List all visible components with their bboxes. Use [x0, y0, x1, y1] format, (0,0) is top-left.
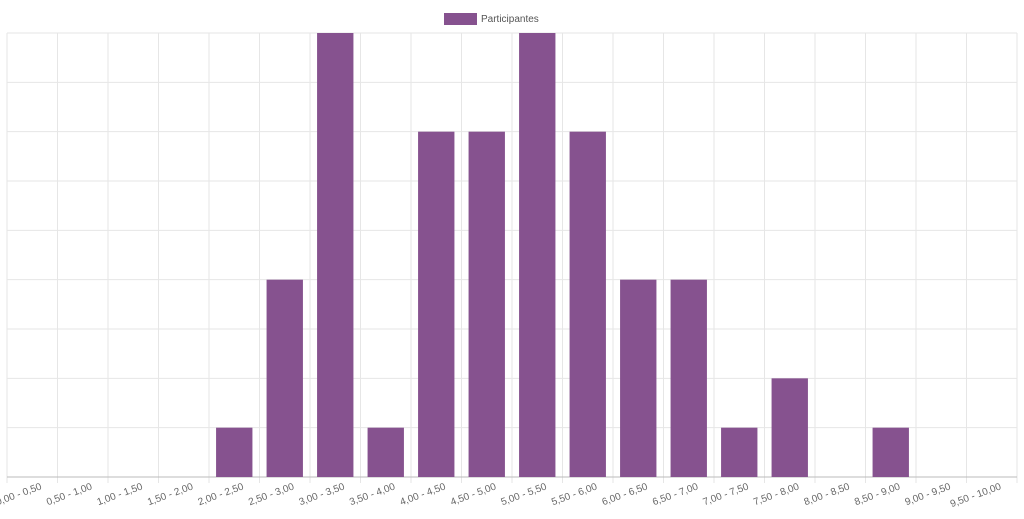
- x-tick-label: 1,50 - 2,00: [146, 481, 195, 508]
- bar: [317, 33, 354, 477]
- bar: [519, 33, 556, 477]
- bar: [367, 427, 404, 477]
- x-tick-label: 4,00 - 4,50: [399, 481, 448, 508]
- bar: [468, 131, 505, 477]
- x-tick-label: 0,00 - 0,50: [0, 481, 44, 508]
- bar: [872, 427, 909, 477]
- x-tick-label: 5,50 - 6,00: [550, 481, 599, 508]
- x-tick-label: 3,50 - 4,00: [348, 481, 397, 508]
- bar: [670, 279, 707, 477]
- bar: [266, 279, 303, 477]
- x-tick-label: 9,50 - 10,00: [949, 481, 1003, 510]
- bar: [620, 279, 657, 477]
- x-tick-label: 6,00 - 6,50: [601, 481, 650, 508]
- bar: [569, 131, 606, 477]
- bar: [721, 427, 758, 477]
- x-tick-label: 2,00 - 2,50: [197, 481, 246, 508]
- x-tick-label: 8,00 - 8,50: [803, 481, 852, 508]
- x-tick-label: 5,00 - 5,50: [500, 481, 549, 508]
- x-tick-label: 8,50 - 9,00: [853, 481, 902, 508]
- bar: [216, 427, 253, 477]
- x-tick-label: 3,00 - 3,50: [298, 481, 347, 508]
- x-tick-label: 6,50 - 7,00: [651, 481, 700, 508]
- x-tick-label: 1,00 - 1,50: [96, 481, 145, 508]
- x-tick-label: 0,50 - 1,00: [45, 481, 94, 508]
- bar: [418, 131, 455, 477]
- x-tick-label: 9,00 - 9,50: [904, 481, 953, 508]
- legend-label[interactable]: Participantes: [481, 14, 539, 25]
- bar: [771, 378, 808, 477]
- legend-swatch[interactable]: [444, 13, 477, 25]
- x-tick-label: 2,50 - 3,00: [247, 481, 296, 508]
- x-tick-label: 4,50 - 5,00: [449, 481, 498, 508]
- x-tick-label: 7,00 - 7,50: [702, 481, 751, 508]
- x-tick-label: 7,50 - 8,00: [752, 481, 801, 508]
